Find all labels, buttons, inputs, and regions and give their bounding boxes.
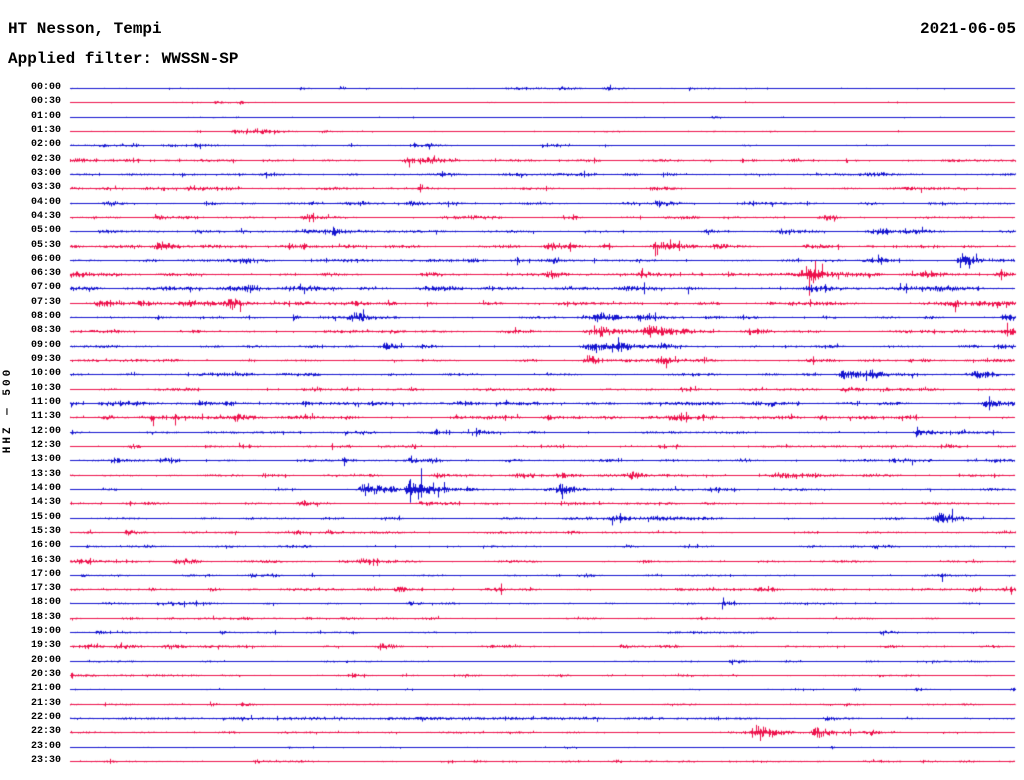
time-label: 18:00 (30, 597, 61, 608)
time-label: 16:30 (30, 555, 61, 566)
time-label: 06:30 (30, 268, 61, 279)
time-label: 21:00 (30, 683, 61, 694)
time-label: 13:00 (30, 454, 61, 465)
time-label: 05:30 (30, 240, 61, 251)
time-label: 02:30 (30, 154, 61, 165)
time-label: 12:00 (30, 426, 61, 437)
time-label: 07:30 (30, 297, 61, 308)
time-label: 17:30 (30, 583, 61, 594)
time-label: 04:30 (30, 211, 61, 222)
time-label: 04:00 (30, 197, 61, 208)
time-label: 23:30 (30, 755, 61, 766)
time-label: 20:30 (30, 669, 61, 680)
time-label: 05:00 (30, 225, 61, 236)
time-label: 15:30 (30, 526, 61, 537)
time-label: 06:00 (30, 254, 61, 265)
time-label: 19:30 (30, 640, 61, 651)
time-label: 17:00 (30, 569, 61, 580)
time-label: 19:00 (30, 626, 61, 637)
time-label: 15:00 (30, 512, 61, 523)
time-label: 08:00 (30, 311, 61, 322)
time-label: 00:30 (30, 96, 61, 107)
time-label: 14:30 (30, 497, 61, 508)
time-label: 11:30 (30, 411, 61, 422)
time-label: 23:00 (30, 741, 61, 752)
time-label: 03:00 (30, 168, 61, 179)
time-label: 13:30 (30, 469, 61, 480)
time-label: 20:00 (30, 655, 61, 666)
time-label: 02:00 (30, 139, 61, 150)
time-label: 12:30 (30, 440, 61, 451)
time-label: 08:30 (30, 325, 61, 336)
time-label: 01:30 (30, 125, 61, 136)
time-label: 14:00 (30, 483, 61, 494)
time-label: 01:00 (30, 111, 61, 122)
time-label: 07:00 (30, 282, 61, 293)
time-label: 21:30 (30, 698, 61, 709)
time-label: 18:30 (30, 612, 61, 623)
time-label: 10:00 (30, 368, 61, 379)
time-label: 10:30 (30, 383, 61, 394)
time-label: 03:30 (30, 182, 61, 193)
time-label: 09:30 (30, 354, 61, 365)
time-label: 09:00 (30, 340, 61, 351)
time-label: 22:00 (30, 712, 61, 723)
time-label: 11:00 (30, 397, 61, 408)
time-label: 00:00 (30, 82, 61, 93)
time-label: 22:30 (30, 726, 61, 737)
time-label: 16:00 (30, 540, 61, 551)
